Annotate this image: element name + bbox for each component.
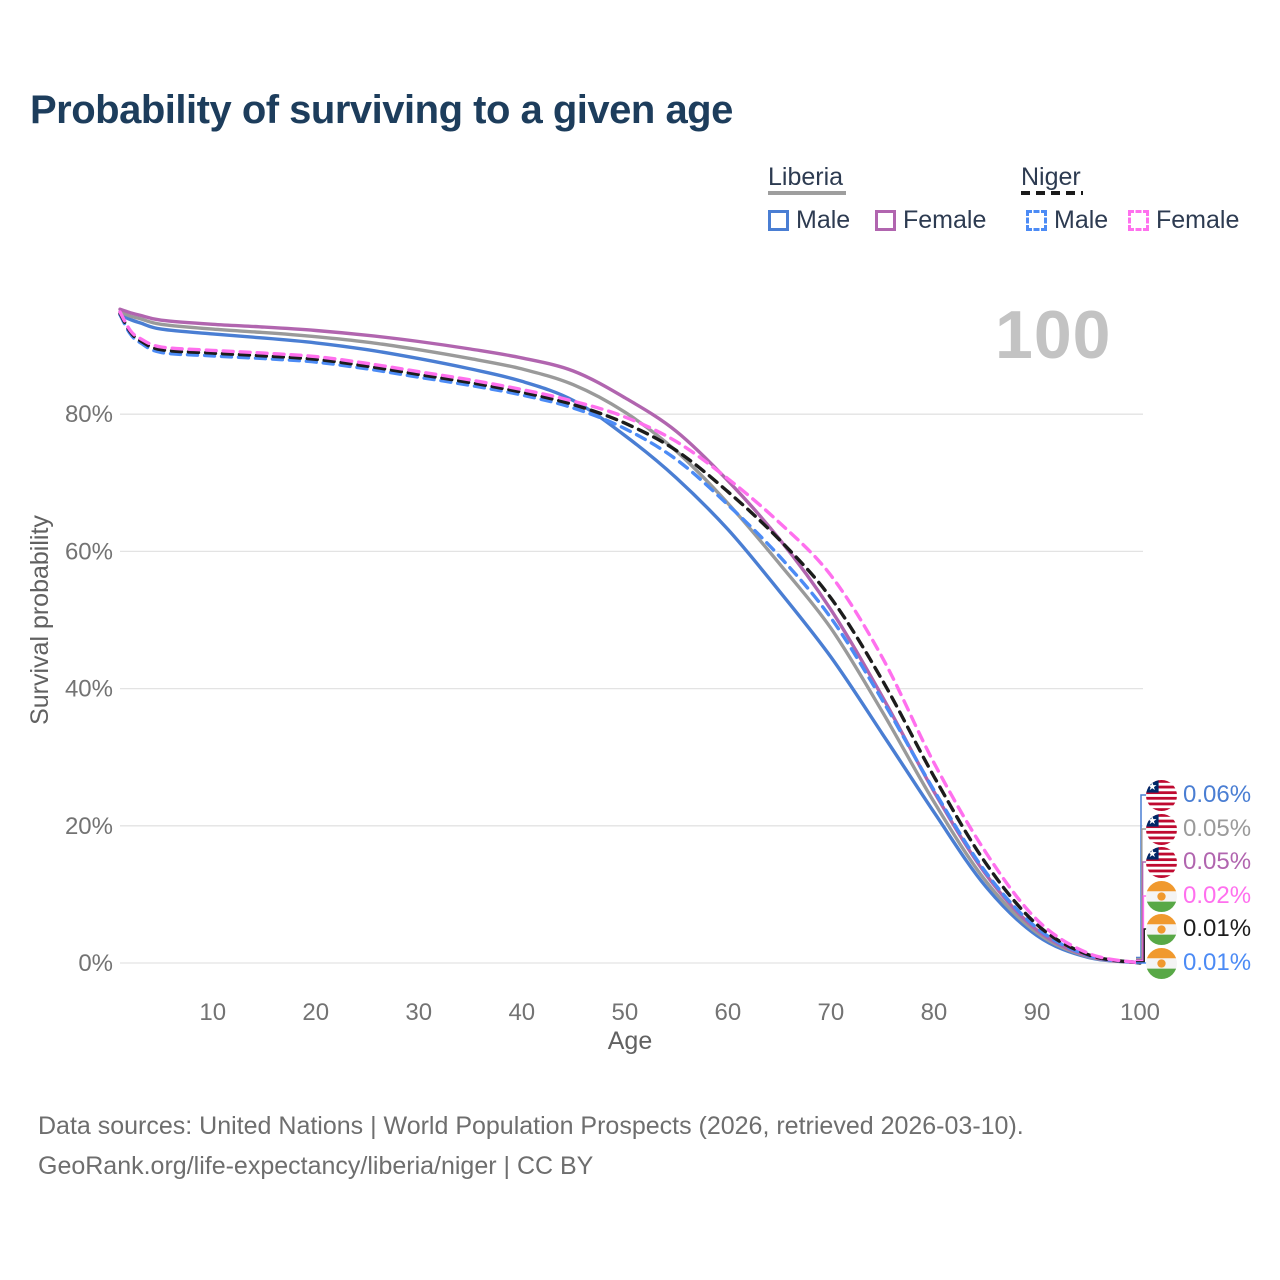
end-label-niger[interactable]: 0.01% <box>1146 913 1251 945</box>
x-axis-title: Age <box>608 1027 652 1055</box>
end-label-liberia-female[interactable]: 0.05% <box>1146 846 1251 878</box>
legend-label-niger-male: Male <box>1054 206 1109 234</box>
series-line-niger[interactable] <box>118 311 1142 965</box>
footer-link[interactable]: GeoRank.org/life-expectancy/liberia/nige… <box>38 1152 594 1180</box>
legend-swatch-niger-female <box>1128 210 1149 231</box>
x-tick-10: 10 <box>199 999 226 1026</box>
series-line-niger-female[interactable] <box>118 310 1142 965</box>
y-tick-60%: 60% <box>65 538 113 565</box>
x-tick-90: 90 <box>1024 999 1051 1026</box>
legend-swatch-niger-male <box>1026 210 1047 231</box>
legend-item-liberia-male[interactable]: Male <box>768 206 850 235</box>
end-label-liberia[interactable]: 0.05% <box>1146 813 1251 845</box>
end-label-value: 0.05% <box>1183 848 1252 875</box>
legend-underline-niger-dashed <box>1021 191 1083 195</box>
legend-group-title-liberia[interactable]: Liberia <box>768 163 844 191</box>
legend-swatch-liberia-female <box>875 210 896 231</box>
legend-item-liberia-female[interactable]: Female <box>875 206 986 235</box>
leader-line-liberia <box>1136 828 1149 960</box>
page-title: Probability of surviving to a given age <box>30 88 733 132</box>
series-line-niger-male[interactable] <box>118 313 1142 965</box>
end-label-value: 0.01% <box>1183 949 1252 976</box>
end-label-value: 0.06% <box>1183 781 1252 808</box>
footer-sources: Data sources: United Nations | World Pop… <box>38 1112 1024 1140</box>
leader-line-liberia-male <box>1136 794 1149 959</box>
liberia-flag-icon <box>1146 779 1177 811</box>
x-tick-100: 100 <box>1120 999 1160 1026</box>
y-tick-80%: 80% <box>65 401 113 428</box>
legend-underline-liberia-solid <box>768 191 846 195</box>
y-tick-0%: 0% <box>78 950 113 977</box>
liberia-flag-icon <box>1146 813 1177 845</box>
end-label-liberia-male[interactable]: 0.06% <box>1146 779 1251 811</box>
niger-flag-icon <box>1146 913 1177 945</box>
end-label-value: 0.05% <box>1183 815 1252 842</box>
legend-item-niger-male[interactable]: Male <box>1026 206 1108 235</box>
x-tick-50: 50 <box>611 999 638 1026</box>
age-counter-watermark: 100 <box>995 297 1112 373</box>
niger-flag-icon <box>1146 947 1177 979</box>
x-tick-80: 80 <box>921 999 948 1026</box>
legend-label-niger-female: Female <box>1156 206 1240 234</box>
leader-line-liberia-female <box>1136 861 1149 961</box>
footer: Data sources: United Nations | World Pop… <box>38 1106 1024 1186</box>
series-line-liberia[interactable] <box>118 310 1142 965</box>
end-label-value: 0.01% <box>1183 915 1252 942</box>
niger-flag-icon <box>1146 880 1177 912</box>
liberia-flag-icon <box>1146 846 1177 878</box>
x-tick-30: 30 <box>405 999 432 1026</box>
x-tick-40: 40 <box>508 999 535 1026</box>
end-label-niger-male[interactable]: 0.01% <box>1146 947 1251 979</box>
legend-group-title-niger[interactable]: Niger <box>1021 163 1081 191</box>
y-axis-title: Survival probability <box>26 515 54 725</box>
legend-label-liberia-female: Female <box>903 206 987 234</box>
legend-label-liberia-male: Male <box>796 206 851 234</box>
x-tick-20: 20 <box>302 999 329 1026</box>
y-tick-20%: 20% <box>65 813 113 840</box>
legend-item-niger-female[interactable]: Female <box>1128 206 1239 235</box>
end-label-niger-female[interactable]: 0.02% <box>1146 880 1251 912</box>
legend-swatch-liberia-male <box>768 210 789 231</box>
y-tick-40%: 40% <box>65 676 113 703</box>
x-tick-60: 60 <box>715 999 742 1026</box>
x-tick-70: 70 <box>818 999 845 1026</box>
end-label-value: 0.02% <box>1183 882 1252 909</box>
